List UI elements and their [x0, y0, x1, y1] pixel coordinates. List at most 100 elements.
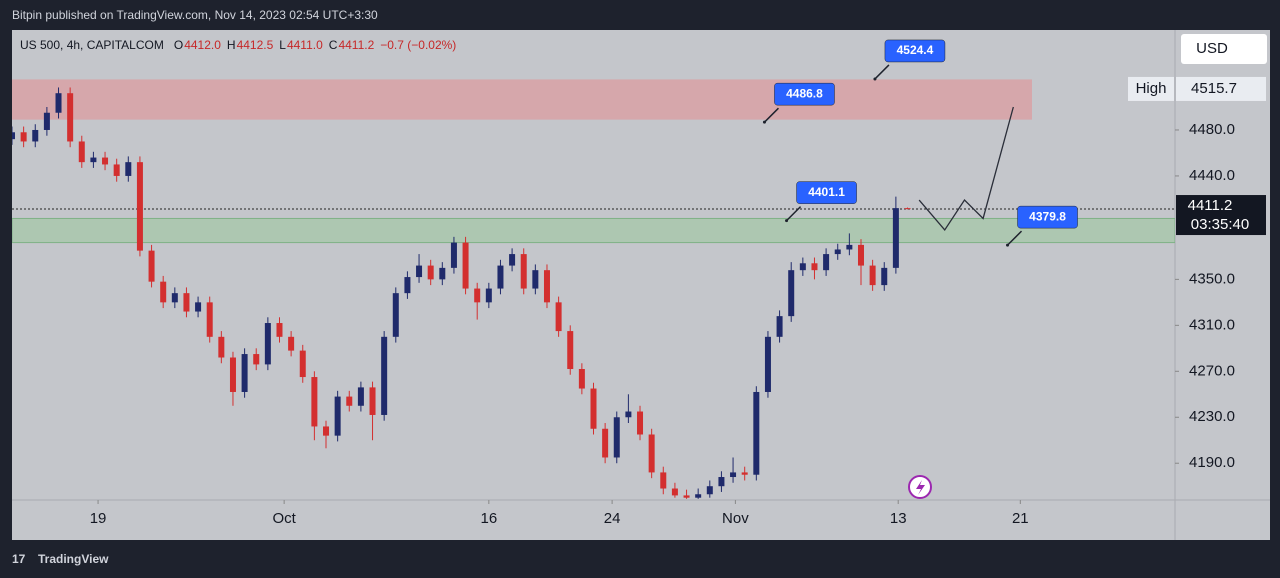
legend-key: O — [174, 38, 183, 52]
candle-body — [299, 350, 306, 378]
candle-body — [55, 93, 62, 113]
x-tick-label: Oct — [272, 510, 296, 527]
x-tick-label: 21 — [1012, 510, 1029, 527]
legend-key: C — [329, 38, 338, 52]
candle-body — [206, 302, 213, 337]
candle-body — [520, 254, 527, 289]
candle-body — [323, 426, 330, 436]
candle-body — [160, 281, 167, 303]
candle-body — [753, 391, 760, 475]
candle-body — [357, 387, 364, 406]
candle-body — [660, 472, 667, 489]
candle-body — [602, 428, 609, 458]
candle-body — [788, 270, 795, 317]
zone — [12, 217, 1175, 244]
callout-label: 4401.1 — [808, 185, 845, 199]
candle-body — [43, 112, 50, 130]
publish-info: Bitpin published on TradingView.com, Nov… — [12, 8, 378, 22]
candle-body — [892, 208, 899, 268]
candle-body — [253, 354, 260, 365]
high-value: 4515.7 — [1191, 80, 1237, 97]
y-tick-label: 4270.0 — [1189, 362, 1235, 379]
legend-value: 4411.0 — [287, 38, 323, 52]
legend-value: 4412.0 — [184, 38, 221, 52]
candle-body — [439, 267, 446, 280]
candle-body — [671, 488, 678, 496]
candle-body — [229, 357, 236, 392]
candle-body — [799, 263, 806, 271]
candle-body — [846, 244, 853, 250]
legend-change: −0.7 (−0.02%) — [380, 38, 456, 52]
candle-body — [730, 472, 737, 478]
candle-body — [311, 377, 318, 427]
candle-body — [113, 164, 120, 176]
candle-body — [823, 254, 830, 271]
candle-body — [427, 265, 434, 280]
legend-key: H — [227, 38, 236, 52]
legend-value: 4411.2 — [338, 38, 374, 52]
currency: USD — [1196, 40, 1228, 57]
candle-body — [20, 132, 27, 142]
callout-box — [796, 181, 857, 204]
candle-body — [136, 162, 143, 251]
candle-body — [381, 336, 388, 415]
callout-dot — [785, 219, 789, 223]
callout-pointer — [786, 206, 802, 222]
candle-body — [543, 270, 550, 303]
candle-body — [625, 411, 632, 418]
candle-body — [811, 263, 818, 271]
last-price-box — [1176, 195, 1266, 236]
candle-body — [555, 302, 562, 332]
currency-box[interactable] — [1181, 34, 1267, 64]
candle-body — [276, 323, 283, 337]
candle-body — [102, 157, 109, 165]
candle-body — [776, 316, 783, 337]
plot — [12, 79, 1175, 499]
callout-box — [1017, 205, 1078, 229]
y-tick-label: 4190.0 — [1189, 454, 1235, 471]
y-tick-label: 4230.0 — [1189, 408, 1235, 425]
projection-path — [918, 106, 1014, 232]
candle-body — [369, 387, 376, 415]
candle-body — [485, 288, 492, 303]
y-tick-label: 4310.0 — [1189, 316, 1235, 333]
candle-body — [67, 93, 74, 142]
candle-body — [346, 396, 353, 406]
callout-dot — [1006, 243, 1010, 247]
event-icon-bolt — [916, 480, 925, 495]
brand: TradingView — [38, 552, 109, 566]
callout-box — [884, 39, 946, 63]
callout-pointer — [1006, 230, 1023, 246]
candle-body — [567, 331, 574, 369]
candle-body — [695, 494, 702, 498]
candle-body — [78, 141, 85, 163]
candle-body — [474, 288, 481, 303]
candle-body — [683, 495, 690, 498]
callout-pointer — [763, 107, 779, 123]
candle-body — [12, 132, 15, 140]
candle-body — [497, 265, 504, 289]
candle-body — [125, 162, 132, 176]
candle-body — [171, 293, 178, 303]
high-key: High — [1136, 80, 1167, 97]
candle-body — [706, 486, 713, 495]
candle-body — [264, 323, 271, 365]
y-tick-label: 4440.0 — [1189, 167, 1235, 184]
x-tick-label: 24 — [604, 510, 621, 527]
x-tick-label: 13 — [890, 510, 907, 527]
candle-body — [90, 157, 97, 163]
candle-body — [764, 336, 771, 392]
candle-body — [578, 368, 585, 389]
candle-body — [869, 265, 876, 286]
candle-body — [334, 396, 341, 436]
candle-body — [195, 302, 202, 312]
brand-logo: 17 — [12, 552, 26, 566]
callout-label: 4486.8 — [786, 86, 823, 100]
candle-body — [462, 242, 469, 289]
candle-body — [32, 129, 39, 142]
callout-dot — [762, 120, 766, 124]
candle-body — [404, 277, 411, 294]
high-key-box — [1128, 76, 1174, 101]
candle-body — [904, 208, 911, 210]
x-tick-label: 16 — [480, 510, 497, 527]
